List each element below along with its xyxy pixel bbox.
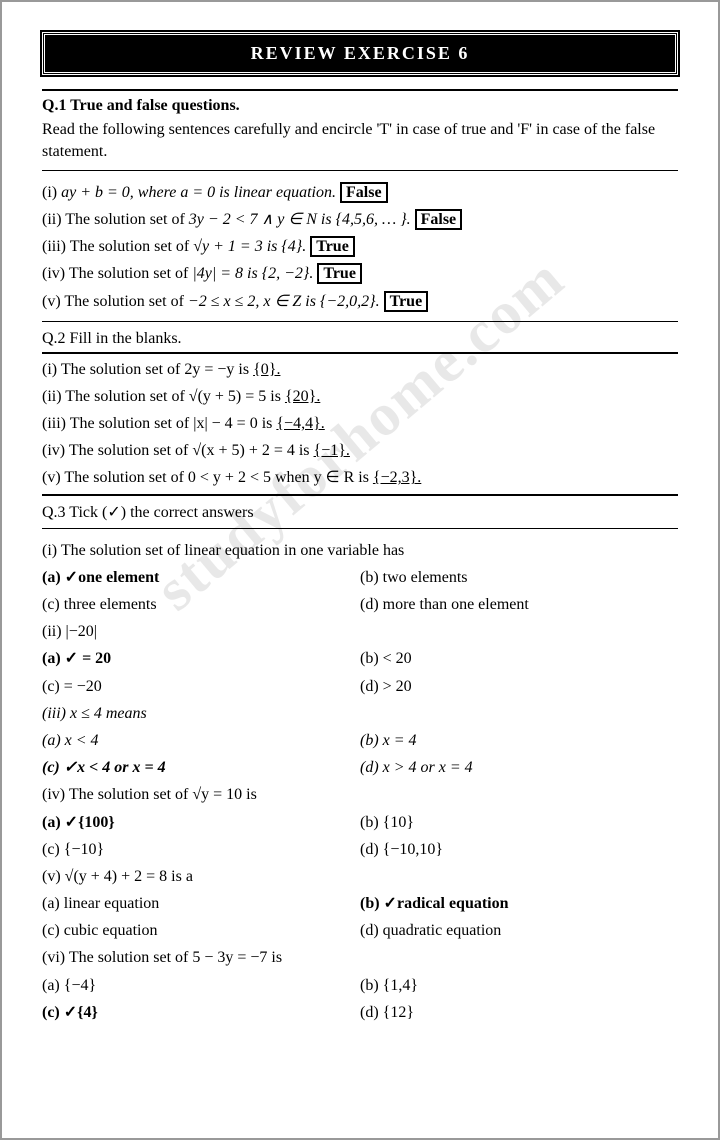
q1-v: (v) The solution set of −2 ≤ x ≤ 2, x ∈ …: [42, 288, 678, 315]
opt-d: (d) x > 4 or x = 4: [360, 754, 678, 781]
blank-answer: {−4,4}.: [276, 415, 324, 432]
opt-c: (c) cubic equation: [42, 917, 360, 944]
blank-answer: {−1}.: [314, 442, 350, 459]
answer-box: True: [317, 263, 362, 284]
q2-heading: Q.2 Fill in the blanks.: [42, 330, 678, 348]
opt-d: (d) {−10,10}: [360, 836, 678, 863]
q2-v: (v) The solution set of 0 < y + 2 < 5 wh…: [42, 464, 678, 491]
opt-b: (b) x = 4: [360, 727, 678, 754]
opt-b: (b) {10}: [360, 809, 678, 836]
q1-i: (i) ay + b = 0, where a = 0 is linear eq…: [42, 179, 678, 206]
document-page: studyforhome.com REVIEW EXERCISE 6 Q.1 T…: [0, 0, 720, 1140]
opt-c: (c) ✓{4}: [42, 999, 360, 1026]
content-area: REVIEW EXERCISE 6 Q.1 True and false que…: [42, 32, 678, 1026]
opt-a: (a) ✓ = 20: [42, 645, 360, 672]
q1-iv: (iv) The solution set of |4y| = 8 is {2,…: [42, 260, 678, 287]
opt-d: (d) {12}: [360, 999, 678, 1026]
blank-answer: {20}.: [285, 388, 320, 405]
divider: [42, 321, 678, 322]
opt-b: (b) ✓radical equation: [360, 890, 678, 917]
divider: [42, 89, 678, 91]
blank-answer: {−2,3}.: [373, 469, 421, 486]
opt-c: (c) {−10}: [42, 836, 360, 863]
q2-iv: (iv) The solution set of √(x + 5) + 2 = …: [42, 437, 678, 464]
opt-a: (a) ✓one element: [42, 564, 360, 591]
q3-vi: (vi) The solution set of 5 − 3y = −7 is: [42, 944, 678, 971]
q3-iv: (iv) The solution set of √y = 10 is: [42, 781, 678, 808]
opt-a: (a) {−4}: [42, 972, 360, 999]
opt-c: (c) = −20: [42, 673, 360, 700]
answer-box: True: [310, 236, 355, 257]
answer-box: True: [384, 291, 429, 312]
q3-v: (v) √(y + 4) + 2 = 8 is a: [42, 863, 678, 890]
answer-box: False: [415, 209, 463, 230]
opt-d: (d) quadratic equation: [360, 917, 678, 944]
q3-iii: (iii) x ≤ 4 means: [42, 700, 678, 727]
q1-ii: (ii) The solution set of 3y − 2 < 7 ∧ y …: [42, 206, 678, 233]
opt-b: (b) < 20: [360, 645, 678, 672]
q3-i: (i) The solution set of linear equation …: [42, 537, 678, 564]
page-title: REVIEW EXERCISE 6: [42, 32, 678, 75]
divider: [42, 352, 678, 354]
opt-c: (c) three elements: [42, 591, 360, 618]
opt-a: (a) x < 4: [42, 727, 360, 754]
q1-intro: Read the following sentences carefully a…: [42, 119, 678, 164]
divider: [42, 528, 678, 529]
opt-d: (d) > 20: [360, 673, 678, 700]
q3-heading: Q.3 Tick (✓) the correct answers: [42, 502, 678, 522]
q3-ii: (ii) |−20|: [42, 618, 678, 645]
opt-a: (a) linear equation: [42, 890, 360, 917]
opt-d: (d) more than one element: [360, 591, 678, 618]
opt-c: (c) ✓x < 4 or x = 4: [42, 754, 360, 781]
answer-box: False: [340, 182, 388, 203]
divider: [42, 170, 678, 171]
blank-answer: {0}.: [253, 361, 280, 378]
divider: [42, 494, 678, 496]
q1-heading: Q.1 True and false questions.: [42, 97, 678, 115]
q2-iii: (iii) The solution set of |x| − 4 = 0 is…: [42, 410, 678, 437]
opt-a: (a) ✓{100}: [42, 809, 360, 836]
q2-i: (i) The solution set of 2y = −y is {0}.: [42, 356, 678, 383]
q2-ii: (ii) The solution set of √(y + 5) = 5 is…: [42, 383, 678, 410]
q1-iii: (iii) The solution set of √y + 1 = 3 is …: [42, 233, 678, 260]
opt-b: (b) {1,4}: [360, 972, 678, 999]
opt-b: (b) two elements: [360, 564, 678, 591]
